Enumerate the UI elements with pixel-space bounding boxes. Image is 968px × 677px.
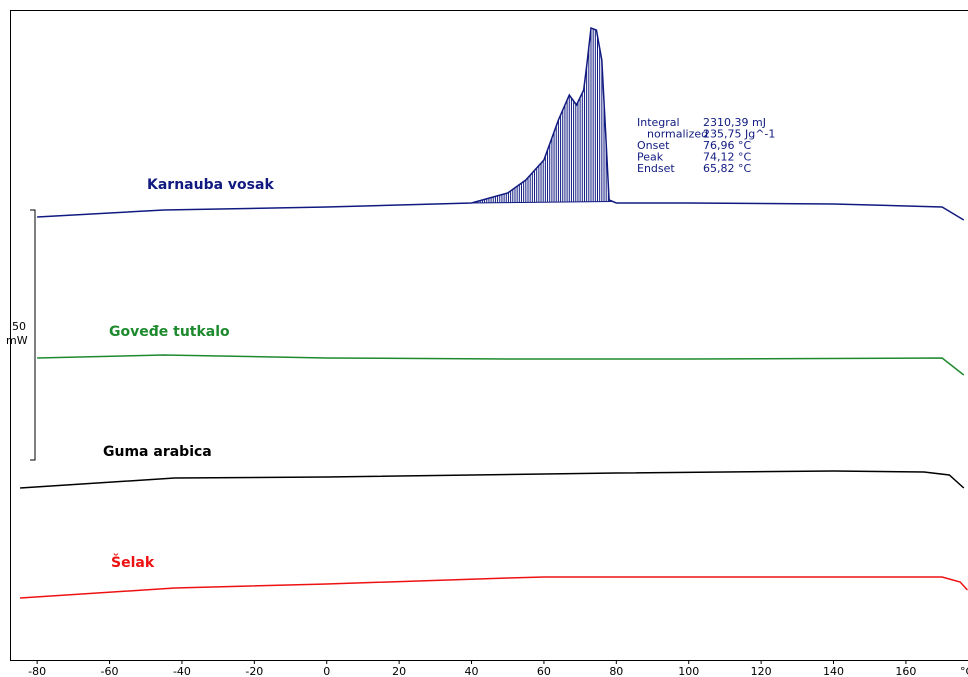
x-tick-label: 60 [537,665,551,677]
x-tick-label: -60 [101,665,119,677]
x-tick-label: 120 [751,665,772,677]
x-unit: °C [960,665,968,677]
annotation-key: normalized [647,128,708,141]
series-label: Goveđe tutkalo [109,324,230,340]
series-line [37,354,965,376]
x-tick-label: 100 [678,665,699,677]
series-label: Guma arabica [103,444,212,460]
x-tick-label: -40 [173,665,191,677]
series-line [20,576,968,599]
x-tick-label: 0 [323,665,330,677]
series-line [37,26,965,221]
x-tick-label: 160 [895,665,916,677]
annotation-key: Endset [637,162,675,175]
integration-baseline [471,201,613,204]
x-tick-label: 140 [823,665,844,677]
annotation-key: Onset [637,139,670,152]
x-tick-label: 40 [465,665,479,677]
x-tick-label: 80 [609,665,623,677]
scale-unit: mW [6,334,28,347]
series-label: Karnauba vosak [147,177,274,193]
annotation-key: Integral [637,116,680,129]
annotation-value: 235,75 Jg^-1 [703,128,775,141]
x-tick-label: 20 [392,665,406,677]
scale-bar [30,209,36,461]
scale-value: 50 [12,320,26,333]
annotation-value: 76,96 °C [703,139,751,152]
annotation-value: 2310,39 mJ [703,116,766,129]
series-label: Šelak [111,553,155,571]
annotation-key: Peak [637,151,664,164]
x-tick-label: -80 [28,665,46,677]
annotation-value: 74,12 °C [703,151,751,164]
series-line [20,470,965,489]
x-tick-label: -20 [245,665,263,677]
annotation-value: 65,82 °C [703,162,751,175]
plot-frame [10,10,968,661]
